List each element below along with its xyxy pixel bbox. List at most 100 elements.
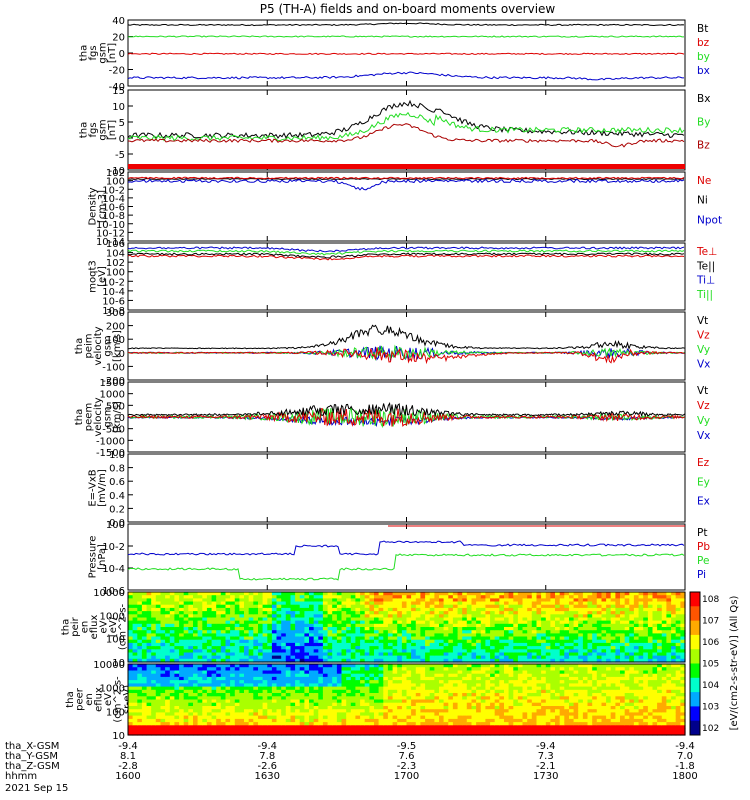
spectrogram-cell bbox=[179, 699, 185, 704]
spectrogram-cell bbox=[471, 642, 477, 647]
spectrogram-cell bbox=[434, 676, 440, 681]
spectrogram-cell bbox=[271, 709, 278, 713]
spectrogram-cell bbox=[661, 652, 667, 657]
spectrogram-cell bbox=[508, 728, 514, 733]
spectrogram-cell bbox=[197, 595, 203, 599]
spectrogram-cell bbox=[160, 627, 166, 631]
spectrogram-cell bbox=[411, 604, 417, 609]
spectrogram-cell bbox=[155, 658, 161, 663]
spectrogram-cell bbox=[276, 604, 282, 609]
spectrogram-cell bbox=[271, 664, 278, 668]
spectrogram-cell bbox=[141, 611, 148, 615]
spectrogram-cell bbox=[578, 623, 584, 628]
spectrogram-cell bbox=[322, 673, 329, 678]
spectrogram-cell bbox=[220, 598, 226, 603]
spectrogram-cell bbox=[429, 702, 435, 707]
spectrogram-cell bbox=[341, 709, 347, 713]
spectrogram-cell bbox=[183, 639, 189, 644]
spectrogram-cell bbox=[290, 601, 296, 606]
spectrogram-cell bbox=[401, 718, 408, 723]
spectrogram-cell bbox=[267, 646, 273, 650]
spectrogram-cell bbox=[146, 639, 152, 644]
spectrogram-cell bbox=[420, 664, 426, 668]
y-tick-label: 10-2 bbox=[102, 277, 125, 288]
spectrogram-cell bbox=[383, 611, 389, 615]
spectrogram-cell bbox=[341, 702, 347, 707]
spectrogram-cell bbox=[439, 636, 445, 641]
spectrogram-cell bbox=[216, 627, 222, 631]
spectrogram-cell bbox=[206, 642, 213, 647]
spectrogram-cell bbox=[202, 649, 208, 654]
spectrogram-cell bbox=[476, 592, 482, 596]
spectrogram-cell bbox=[420, 601, 426, 606]
spectrogram-cell bbox=[541, 731, 547, 736]
spectrogram-cell bbox=[267, 604, 273, 609]
spectrogram-cell bbox=[596, 595, 602, 599]
spectrogram-cell bbox=[225, 627, 231, 631]
spectrogram-cell bbox=[531, 627, 537, 631]
spectrogram-cell bbox=[179, 607, 185, 612]
spectrogram-cell bbox=[336, 592, 343, 596]
spectrogram-cell bbox=[132, 598, 138, 603]
spectrogram-cell bbox=[406, 722, 412, 726]
spectrogram-cell bbox=[541, 699, 547, 704]
spectrogram-cell bbox=[429, 706, 435, 710]
legend-label-bx: bx bbox=[697, 65, 710, 77]
spectrogram-cell bbox=[439, 712, 445, 717]
spectrogram-cell bbox=[285, 646, 291, 650]
spectrogram-cell bbox=[452, 709, 459, 713]
spectrogram-cell bbox=[499, 725, 505, 730]
spectrogram-cell bbox=[569, 592, 575, 596]
spectrogram-cell bbox=[267, 614, 273, 619]
spectrogram-cell bbox=[151, 731, 157, 736]
spectrogram-cell bbox=[285, 676, 291, 681]
spectrogram-cell bbox=[183, 611, 189, 615]
spectrogram-cell bbox=[587, 607, 593, 612]
spectrogram-cell bbox=[633, 623, 640, 628]
spectrogram-cell bbox=[313, 604, 319, 609]
spectrogram-cell bbox=[657, 604, 663, 609]
spectrogram-cell bbox=[392, 646, 398, 650]
spectrogram-cell bbox=[364, 686, 370, 691]
spectrogram-cell bbox=[490, 642, 496, 647]
spectrogram-cell bbox=[638, 633, 644, 638]
spectrogram-cell bbox=[536, 699, 542, 704]
spectrogram-cell bbox=[206, 689, 213, 694]
spectrogram-cell bbox=[276, 725, 282, 730]
spectrogram-cell bbox=[647, 639, 654, 644]
spectrogram-cell bbox=[638, 627, 644, 631]
spectrogram-cell bbox=[211, 639, 217, 644]
spectrogram-cell bbox=[397, 715, 403, 720]
spectrogram-cell bbox=[225, 706, 231, 710]
spectrogram-cell bbox=[643, 630, 649, 634]
spectrogram-cell bbox=[369, 623, 375, 628]
spectrogram-cell bbox=[141, 655, 148, 660]
spectrogram-cell bbox=[513, 725, 519, 730]
spectrogram-cell bbox=[494, 646, 500, 650]
spectrogram-cell bbox=[369, 617, 375, 622]
spectrogram-cell bbox=[202, 658, 208, 663]
spectrogram-cell bbox=[151, 680, 157, 684]
spectrogram-cell bbox=[322, 725, 329, 730]
spectrogram-cell bbox=[137, 709, 143, 713]
spectrogram-cell bbox=[137, 595, 143, 599]
spectrogram-cell bbox=[522, 686, 528, 691]
spectrogram-cell bbox=[429, 693, 435, 697]
spectrogram-cell bbox=[401, 715, 408, 720]
spectrogram-cell bbox=[425, 699, 431, 704]
spectrogram-cell bbox=[155, 706, 161, 710]
spectrogram-cell bbox=[188, 664, 194, 668]
spectrogram-cell bbox=[128, 592, 134, 596]
spectrogram-cell bbox=[601, 652, 607, 657]
spectrogram-cell bbox=[527, 718, 533, 723]
spectrogram-cell bbox=[504, 689, 510, 694]
spectrogram-cell bbox=[350, 722, 356, 726]
spectrogram-cell bbox=[290, 664, 296, 668]
spectrogram-cell bbox=[387, 709, 394, 713]
spectrogram-cell bbox=[309, 686, 315, 691]
y-axis-label-line: velocity bbox=[93, 326, 104, 365]
spectrogram-cell bbox=[415, 712, 421, 717]
spectrogram-cell bbox=[132, 633, 138, 638]
spectrogram-cell bbox=[332, 683, 338, 688]
spectrogram-cell bbox=[494, 693, 500, 697]
